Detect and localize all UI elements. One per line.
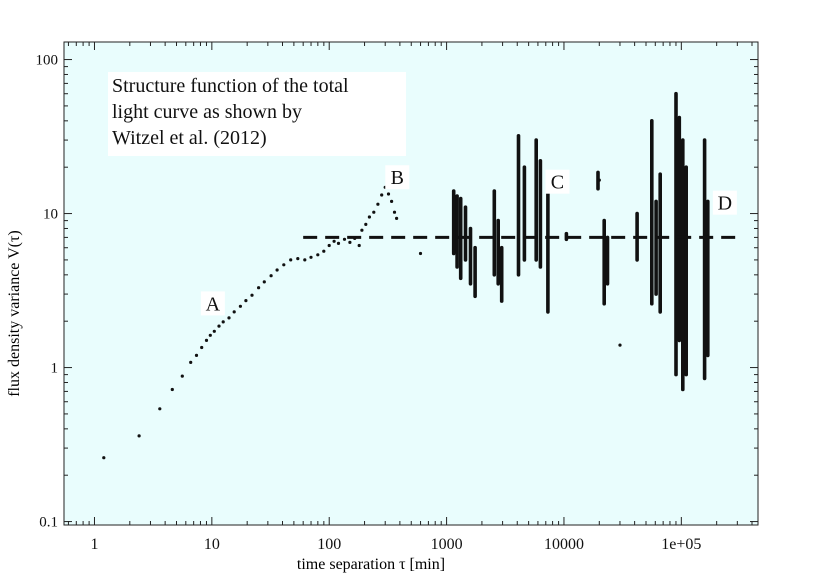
data-point [208,333,212,337]
data-point [322,249,326,253]
data-point [180,374,184,378]
data-point [282,263,286,267]
x-tick-label: 10000 [544,536,584,553]
data-point [618,343,622,347]
region-labels: A B C D [200,165,737,316]
x-tick-label: 1000 [431,536,463,553]
data-point [372,210,376,214]
annotation-line: Witzel et al. (2012) [112,127,267,149]
region-label-background [712,190,737,215]
x-tick-label: 100 [317,536,341,553]
region-label-background [385,165,410,190]
y-tick-label: 10 [43,207,58,223]
data-point [189,360,193,364]
data-point [316,253,320,257]
region-label: C [551,172,564,194]
y-tick-label: 0.1 [39,515,58,531]
data-point [262,280,266,284]
data-point [380,193,384,197]
data-point [158,407,162,411]
data-point [348,240,352,244]
data-point [418,251,423,256]
data-point [332,239,336,243]
data-point [194,353,199,357]
plot-frame [63,41,759,526]
data-point [221,320,225,324]
data-point [336,241,341,245]
axis-tick-labels: 1 10 100 1000 10000 1e+05 0.1 1 10 100 [36,53,702,553]
data-point [170,387,174,392]
region-label: B [391,167,404,189]
region-label-background [545,169,570,194]
data-point [395,216,399,220]
data-point [250,293,254,297]
x-tick-label: 1e+05 [661,536,701,553]
x-axis-label: time separation τ [min] [297,556,445,573]
x-tick-label: 10 [204,536,220,553]
data-point [102,456,106,460]
data-point [244,299,248,303]
region-label: A [206,293,221,315]
data-point [275,268,279,272]
data-point [227,316,231,320]
data-point [232,310,236,314]
data-point [217,324,221,328]
data-point [303,258,307,262]
data-point [200,345,204,350]
data-point [357,243,361,248]
data-point [212,329,216,333]
data-point [327,243,331,248]
y-tick-label: 100 [36,53,59,69]
region-label-background [200,291,225,316]
data-point [376,202,380,206]
data-point [364,222,368,226]
annotation-line: Structure function of the total [112,75,349,97]
chart-annotation: Structure function of the total light cur… [108,72,406,156]
data-point [367,215,371,219]
data-point [257,286,261,290]
data-point [309,255,313,259]
data-point [390,199,394,203]
data-point [204,338,209,342]
data-point [137,434,141,438]
annotation-line: light curve as shown by [112,101,302,123]
data-point [342,237,347,241]
data-point [360,228,364,232]
data-point [269,274,273,278]
data-point [392,210,397,214]
y-tick-label: 1 [51,361,59,377]
x-tick-label: 1 [90,536,98,553]
data-point [296,257,300,261]
region-label: D [718,193,732,215]
y-axis-label: flux density variance V(τ) [6,230,23,397]
data-point [238,304,242,308]
annotation-background [108,72,406,156]
axis-ticks [64,42,758,525]
data-point [386,192,391,196]
data-point [289,258,293,262]
